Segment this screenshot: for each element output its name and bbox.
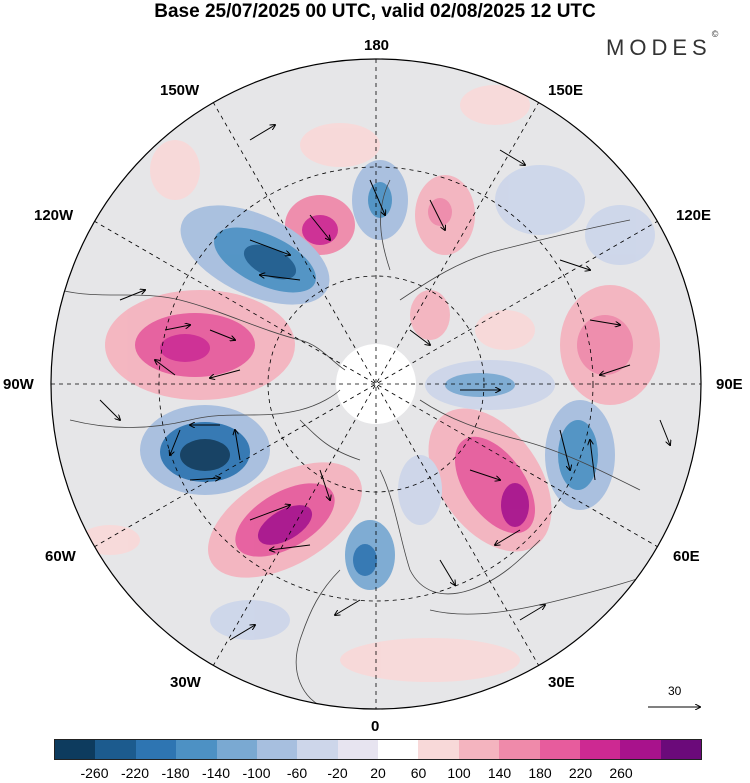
wind-vectors (99, 125, 670, 641)
lon-label-180: 180 (364, 37, 390, 54)
colorbar-swatch (620, 740, 661, 759)
colorbar-swatch (176, 740, 217, 759)
colorbar-tick-label: 140 (487, 765, 512, 781)
colorbar-tick-label: 100 (447, 765, 471, 781)
graticule (51, 59, 701, 709)
colorbar-swatch (55, 740, 96, 759)
map-title: Base 25/07/2025 00 UTC, valid 02/08/2025… (154, 1, 596, 22)
lon-label-0: 0 (371, 718, 380, 735)
pole-region (336, 344, 416, 424)
colorbar-tick-label: -260 (80, 765, 109, 781)
lon-label-150e: 150E (548, 82, 584, 99)
colorbar-tick-label: -180 (161, 765, 190, 781)
lon-label-120w: 120W (34, 207, 74, 224)
colorbar-swatch (539, 740, 580, 759)
lon-label-90e: 90E (716, 376, 743, 393)
colorbar-swatch (337, 740, 378, 759)
colorbar-tick-label: 20 (370, 765, 386, 781)
polar-map (50, 58, 702, 735)
colorbar-swatch (95, 740, 136, 759)
colorbar-tick-label: 260 (609, 765, 633, 781)
lon-label-30e: 30E (548, 674, 575, 691)
map-disc (51, 59, 701, 709)
colorbar-swatch (297, 740, 338, 759)
colorbar-swatch (458, 740, 500, 759)
lon-label-120e: 120E (676, 207, 712, 224)
lon-label-60e: 60E (673, 548, 700, 565)
colorbar-tick-label: 220 (568, 765, 593, 781)
lon-label-30w: 30W (170, 674, 201, 691)
map-border (50, 58, 702, 710)
colorbar-swatch (660, 740, 701, 759)
colorbar-tick-label: -140 (201, 765, 231, 781)
colorbar-swatch (216, 740, 257, 759)
colorbar-swatch (378, 740, 419, 759)
colorbar-swatch (135, 740, 177, 759)
anomaly-fields (80, 85, 660, 682)
brand-logo: MODES© (606, 28, 719, 60)
colorbar-swatch (256, 740, 298, 759)
reference-vector-label: 30 (668, 684, 682, 698)
colorbar-tick-label: 180 (528, 765, 552, 781)
colorbar-swatch (579, 740, 621, 759)
colorbar-tick-label: -100 (242, 765, 271, 781)
lon-label-60w: 60W (45, 548, 76, 565)
colorbar-tick-label: 60 (410, 765, 427, 781)
colorbar-tick-label: -220 (120, 765, 150, 781)
colorbar-swatch (418, 740, 459, 759)
colorbar-tick-label: -60 (286, 765, 308, 781)
colorbar (54, 739, 702, 760)
lon-label-150w: 150W (160, 82, 200, 99)
colorbar-swatch (499, 740, 540, 759)
lon-label-90w: 90W (3, 376, 34, 393)
colorbar-tick-label: -20 (327, 765, 348, 781)
